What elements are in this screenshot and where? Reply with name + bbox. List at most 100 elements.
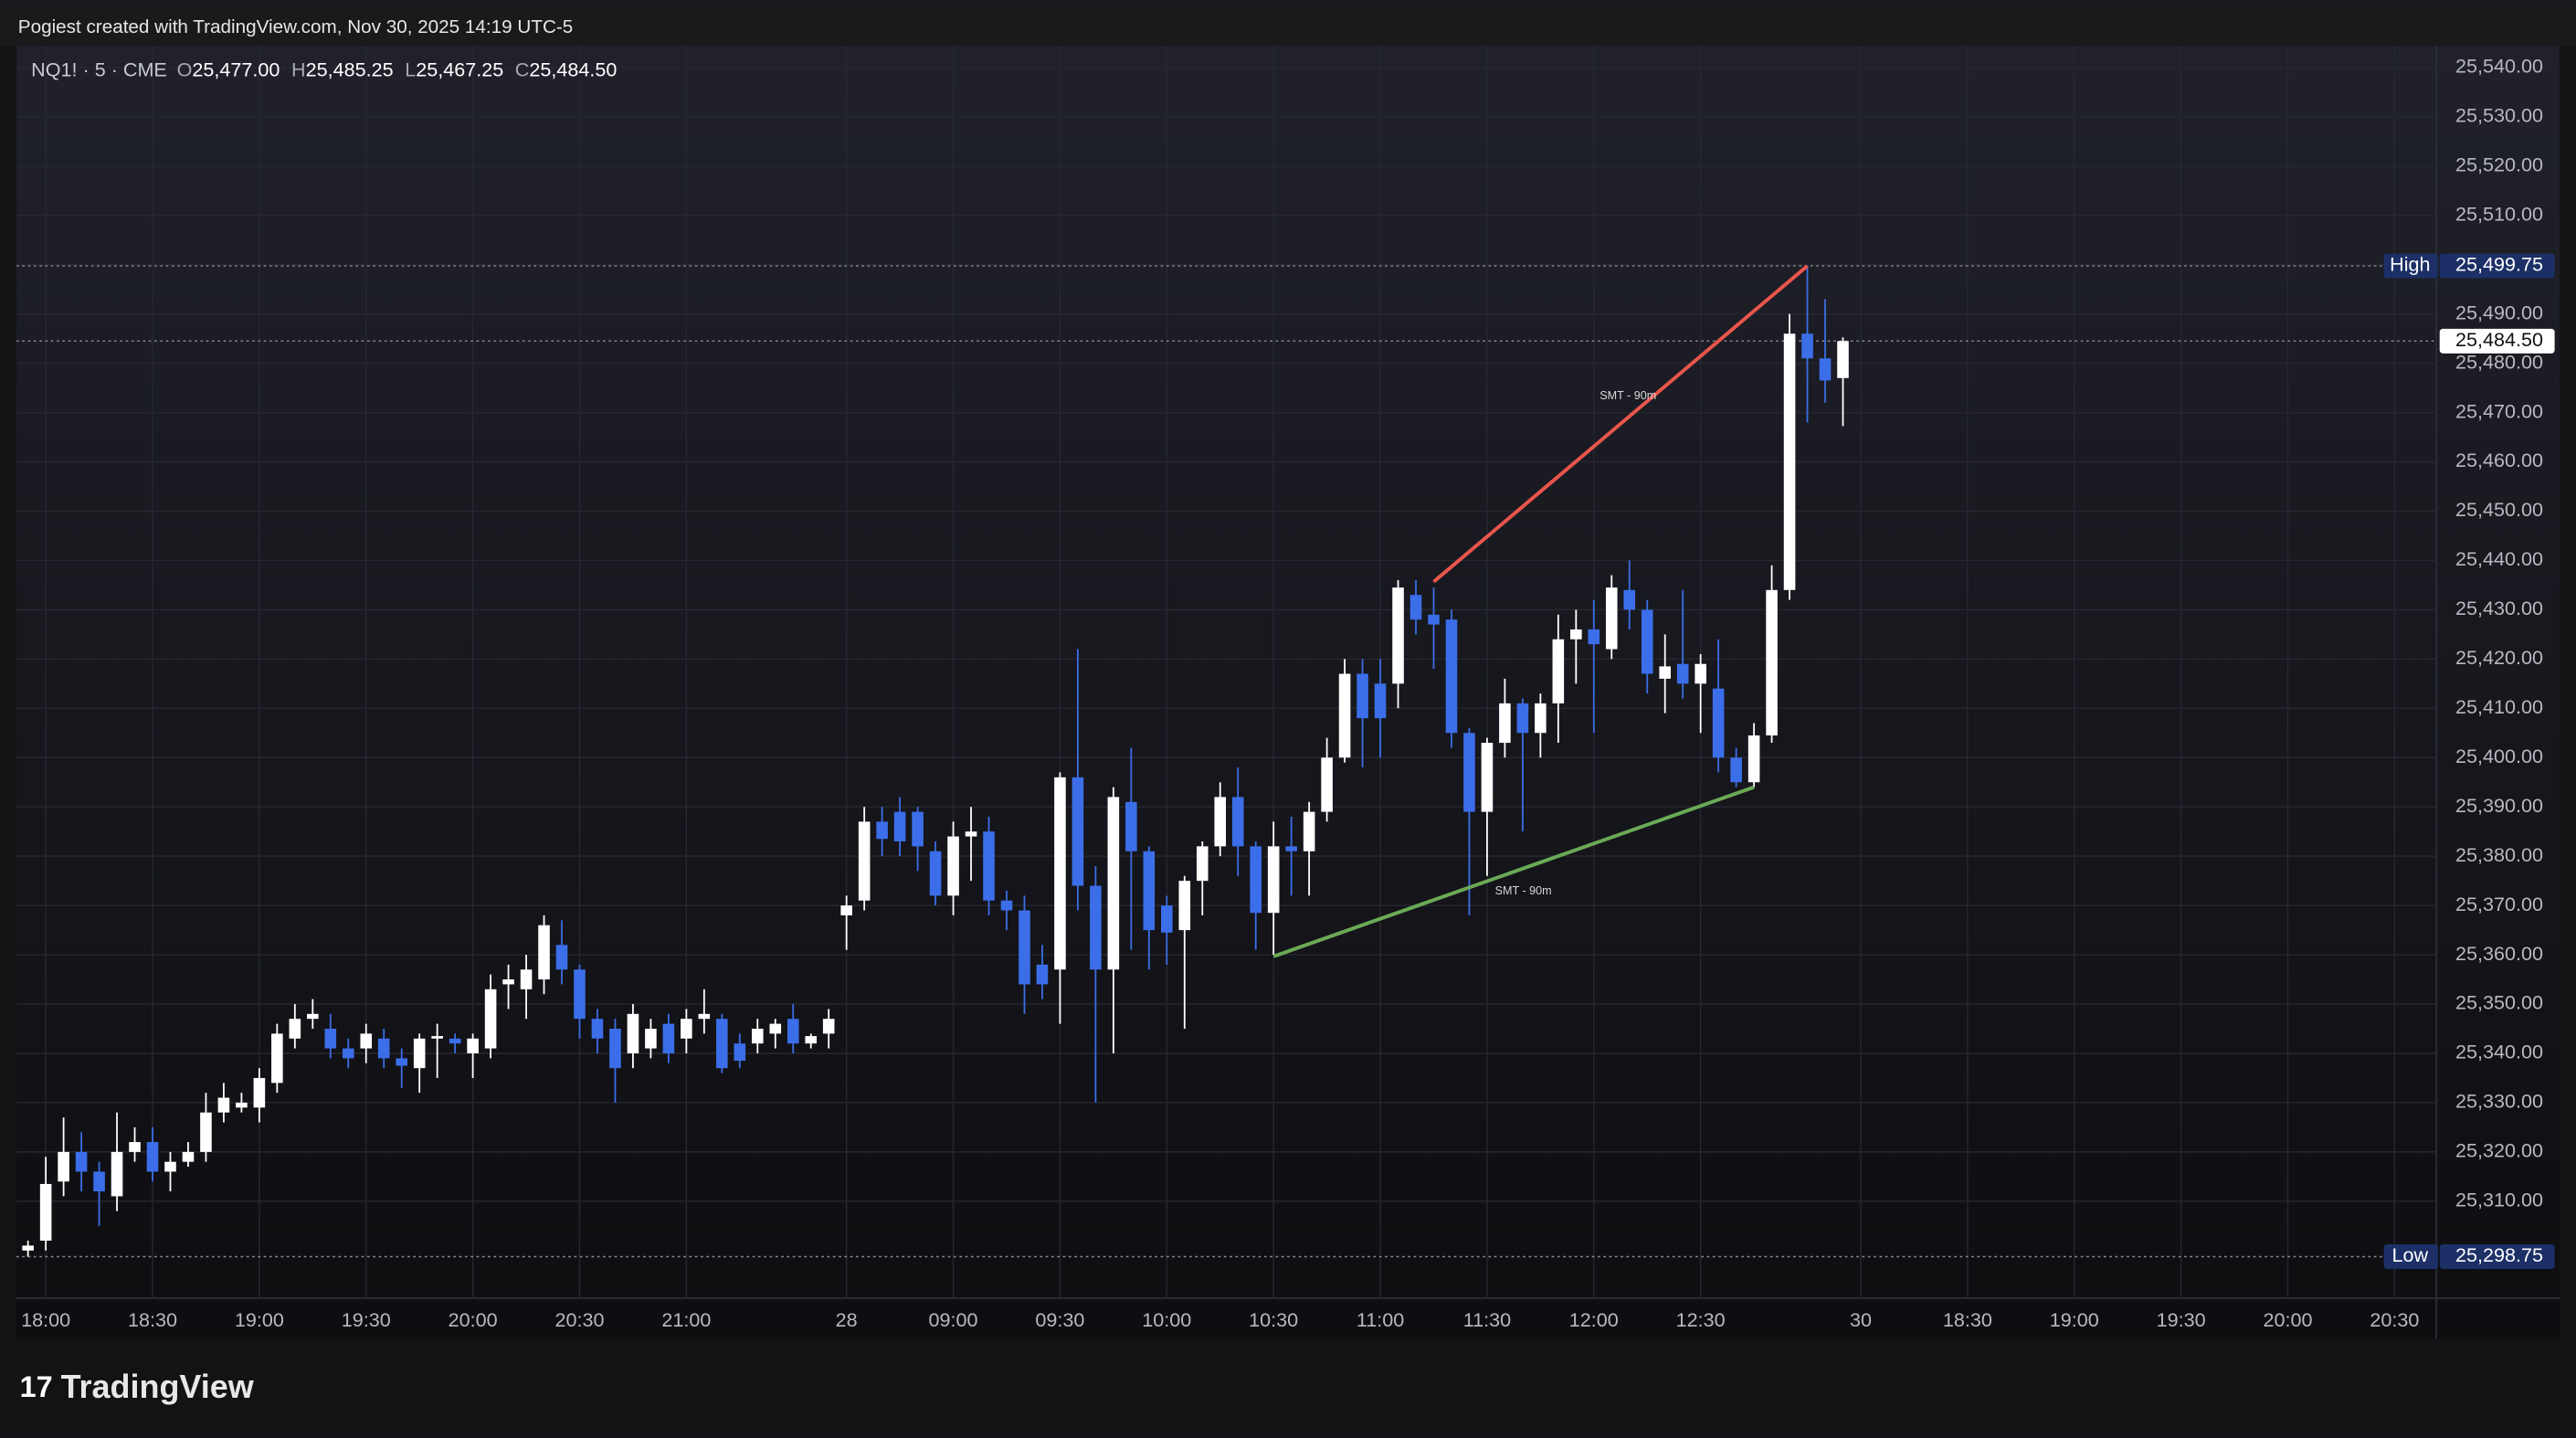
candle-body [1303, 811, 1315, 851]
candle-body [111, 1151, 123, 1197]
candle-body [609, 1028, 621, 1069]
x-tick-label: 19:00 [2050, 1308, 2099, 1331]
candle-body [769, 1023, 782, 1034]
candle-body [1357, 673, 1368, 719]
y-tick-label: 25,420.00 [2455, 646, 2543, 669]
candle-body [1747, 735, 1760, 783]
candle-body [1338, 673, 1351, 758]
y-tick-label: 25,490.00 [2455, 301, 2543, 323]
legend-value: 25,477.00 [192, 58, 280, 80]
candle-body [1516, 703, 1529, 734]
candle-body [236, 1102, 248, 1108]
x-tick-label: 10:30 [1249, 1308, 1298, 1331]
candle-body [307, 1013, 319, 1020]
candle-body [698, 1013, 711, 1020]
candle-body [1641, 609, 1653, 674]
y-tick-label: 25,310.00 [2455, 1189, 2543, 1211]
candle-body [1605, 587, 1618, 650]
candle-body [467, 1038, 479, 1053]
candle-body [965, 831, 977, 837]
y-tick-label: 25,330.00 [2455, 1090, 2543, 1113]
candle-body [1445, 619, 1458, 734]
candle-body [1694, 663, 1706, 684]
candle-body [1837, 341, 1849, 378]
x-tick-label: 11:30 [1463, 1308, 1511, 1331]
x-tick-label: 18:30 [128, 1308, 177, 1331]
x-tick-label: 11:00 [1357, 1308, 1404, 1331]
brand-name: TradingView [61, 1367, 255, 1404]
candle-body [200, 1112, 212, 1152]
plot: 25,310.00 25,320.00 25,330.00 25,340.00 25,3… [16, 46, 2555, 1331]
candle-body [289, 1019, 301, 1039]
candle-body [1125, 801, 1137, 851]
candle-body [1196, 846, 1209, 882]
trend-line [1432, 264, 1809, 584]
candle-body [431, 1036, 443, 1039]
y-tick-label: 25,540.00 [2455, 55, 2543, 78]
price-label: 25,484.50 [2455, 328, 2543, 351]
y-tick-label: 25,410.00 [2455, 695, 2543, 718]
candle-body [1374, 683, 1387, 719]
candle-body [39, 1183, 52, 1241]
candle-body [947, 836, 959, 896]
x-tick-label: 18:30 [1943, 1308, 1992, 1331]
candle-body [1178, 881, 1191, 931]
candle-body [591, 1019, 604, 1039]
x-tick-label: 30 [1850, 1308, 1872, 1331]
chart-area [16, 46, 2560, 1339]
x-tick-label: 19:00 [235, 1308, 284, 1331]
legend-key: O [177, 58, 193, 80]
candle-body [1054, 777, 1066, 970]
candle-body [1676, 663, 1689, 684]
candle-body [164, 1161, 176, 1172]
x-tick-label: 20:00 [2263, 1308, 2312, 1331]
candle-body [876, 821, 888, 840]
logo-mark: 17 [20, 1369, 61, 1402]
candle-body [1090, 885, 1102, 970]
candle-body [129, 1142, 141, 1152]
candle-body [555, 945, 568, 970]
symbol: NQ1! · 5 · CME [31, 58, 167, 80]
candle-body [75, 1151, 88, 1172]
candle-body [1072, 777, 1084, 886]
candle-body [1766, 589, 1778, 735]
candle-body [484, 989, 497, 1049]
candle-body [1214, 797, 1227, 847]
y-tick-label: 25,320.00 [2455, 1139, 2543, 1162]
candle-body [912, 811, 924, 847]
drawing-label: SMT - 90m [1495, 884, 1552, 897]
price-label: 25,298.75 [2455, 1243, 2543, 1266]
legend-value: 25,485.25 [306, 58, 394, 80]
price-label-box [2439, 253, 2555, 279]
candle-body [342, 1048, 354, 1059]
candle-body [182, 1151, 195, 1162]
candle-body [893, 811, 906, 841]
y-tick-label: 25,460.00 [2455, 449, 2543, 471]
candle-body [271, 1033, 283, 1084]
candle-body [1036, 964, 1049, 985]
y-tick-label: 25,510.00 [2455, 202, 2543, 225]
candle-body [1552, 639, 1565, 703]
candle-body [822, 1019, 835, 1034]
candle-body [1285, 846, 1297, 851]
candle-body [449, 1038, 461, 1044]
y-tick-label: 25,360.00 [2455, 942, 2543, 965]
candle-body [1570, 629, 1582, 640]
candle-body [538, 925, 550, 980]
candle-body [502, 979, 514, 985]
candle-body [1535, 703, 1547, 734]
candle-body [93, 1171, 105, 1192]
price-label-box [2439, 1244, 2555, 1270]
candle-body [217, 1097, 230, 1113]
y-tick-label: 25,440.00 [2455, 547, 2543, 570]
candle-body [805, 1036, 818, 1044]
candle-body [1321, 757, 1333, 812]
x-tick-label: 28 [836, 1308, 858, 1331]
legend-key: H [291, 58, 306, 80]
candle-body [1107, 797, 1120, 970]
candle-body [396, 1058, 407, 1066]
candle-body [1481, 743, 1494, 812]
legend-key: C [515, 58, 530, 80]
brand: 17 TradingView [20, 1367, 255, 1404]
